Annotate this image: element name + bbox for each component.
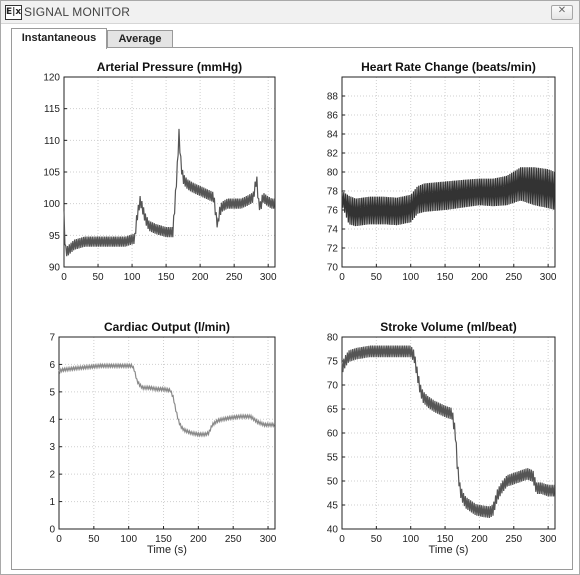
stroke-volume-plot-frame xyxy=(341,336,556,530)
stroke-volume-y-tick-label: 40 xyxy=(327,525,339,536)
window-title: SIGNAL MONITOR xyxy=(24,5,131,19)
heart-rate-change-y-tick-label: 88 xyxy=(327,92,339,103)
app-icon-text: E|x xyxy=(6,7,22,17)
arterial-pressure-y-tick-label: 95 xyxy=(49,231,61,242)
cardiac-output-chart: Cardiac Output (l/min)0 50 100 150 200 250 300… xyxy=(49,320,276,556)
app-icon: E|x xyxy=(5,5,22,20)
arterial-pressure-x-tick-label: 50 xyxy=(92,272,104,283)
stroke-volume-x-tick-label: 150 xyxy=(437,534,454,545)
arterial-pressure-x-tick-label: 300 xyxy=(260,272,277,283)
cardiac-output-x-tick-label: 150 xyxy=(155,534,172,545)
heart-rate-change-y-tick-label: 84 xyxy=(327,130,339,141)
arterial-pressure-y-tick-label: 120 xyxy=(43,73,60,84)
stroke-volume-y-tick-label: 50 xyxy=(327,477,339,488)
tab-instantaneous[interactable]: Instantaneous xyxy=(11,28,107,49)
heart-rate-change-y-tick-label: 74 xyxy=(327,225,339,236)
arterial-pressure-y-tick-label: 115 xyxy=(44,104,60,115)
cardiac-output-y-tick-label: 7 xyxy=(49,333,55,344)
stroke-volume-x-tick-label: 0 xyxy=(339,534,345,545)
stroke-volume-y-tick-label: 45 xyxy=(327,501,339,512)
stroke-volume-x-tick-label: 250 xyxy=(505,534,522,545)
arterial-pressure-x-tick-label: 150 xyxy=(158,272,175,283)
charts-canvas: Arterial Pressure (mmHg)0 50 100 150 200 250 3… xyxy=(43,60,557,556)
stroke-volume-chart: Stroke Volume (ml/beat) 0 50 100 150 200 250 30… xyxy=(327,320,557,556)
stroke-volume-title: Stroke Volume (ml/beat) xyxy=(380,320,516,334)
cardiac-output-x-axis-label: Time (s) xyxy=(147,544,187,556)
heart-rate-change-x-tick-label: 0 xyxy=(339,272,345,283)
stroke-volume-x-tick-label: 100 xyxy=(402,534,419,545)
cardiac-output-x-tick-label: 300 xyxy=(260,534,277,545)
arterial-pressure-x-tick-label: 250 xyxy=(226,272,243,283)
heart-rate-change-y-tick-label: 78 xyxy=(327,187,339,198)
cardiac-output-y-tick-label: 4 xyxy=(49,415,55,426)
arterial-pressure-x-tick-label: 200 xyxy=(192,272,209,283)
close-button[interactable]: ✕ xyxy=(551,5,573,20)
arterial-pressure-y-tick-label: 110 xyxy=(44,136,60,147)
stroke-volume-y-tick-label: 60 xyxy=(327,429,339,440)
stroke-volume-x-axis-label: Time (s) xyxy=(429,544,469,556)
cardiac-output-plot-frame xyxy=(58,336,276,530)
stroke-volume-x-tick-label: 50 xyxy=(371,534,383,545)
heart-rate-change-y-tick-label: 86 xyxy=(327,111,339,122)
heart-rate-change-chart: Heart Rate Change (beats/min) 0 50 100 150 20… xyxy=(327,60,557,283)
heart-rate-change-y-tick-label: 70 xyxy=(327,263,339,274)
charts-panel: Arterial Pressure (mmHg) 0 50 100 150 200 250 3… xyxy=(11,47,573,570)
stroke-volume-x-tick-label: 200 xyxy=(471,534,488,545)
arterial-pressure-y-tick-label: 90 xyxy=(49,263,61,274)
close-icon: ✕ xyxy=(557,5,567,16)
arterial-pressure-x-tick-label: 100 xyxy=(124,272,141,283)
cardiac-output-y-tick-label: 1 xyxy=(49,497,55,508)
stroke-volume-series-line xyxy=(341,345,556,518)
arterial-pressure-y-tick-label: 105 xyxy=(43,168,60,179)
heart-rate-change-x-tick-label: 50 xyxy=(371,272,383,283)
cardiac-output-y-tick-label: 2 xyxy=(49,470,55,481)
heart-rate-change-x-tick-label: 200 xyxy=(471,272,488,283)
heart-rate-change-x-tick-label: 150 xyxy=(437,272,454,283)
arterial-pressure-title: Arterial Pressure (mmHg) xyxy=(97,60,242,74)
arterial-pressure-y-tick-label: 100 xyxy=(43,199,60,210)
heart-rate-change-x-tick-label: 250 xyxy=(505,272,522,283)
heart-rate-change-title: Heart Rate Change (beats/min) xyxy=(361,60,536,74)
arterial-pressure-series-line xyxy=(63,128,276,257)
heart-rate-change-x-tick-label: 300 xyxy=(540,272,557,283)
cardiac-output-x-tick-label: 250 xyxy=(225,534,242,545)
heart-rate-change-series-line xyxy=(341,167,556,227)
title-bar: E|x SIGNAL MONITOR ✕ xyxy=(1,1,579,24)
heart-rate-change-y-tick-label: 76 xyxy=(327,206,339,217)
cardiac-output-y-tick-label: 6 xyxy=(49,360,55,371)
stroke-volume-y-tick-label: 80 xyxy=(327,333,339,344)
stroke-volume-y-tick-label: 70 xyxy=(327,381,339,392)
stroke-volume-y-tick-label: 65 xyxy=(327,405,339,416)
stroke-volume-y-tick-label: 75 xyxy=(327,357,339,368)
heart-rate-change-y-tick-label: 82 xyxy=(327,149,339,160)
cardiac-output-y-tick-label: 3 xyxy=(49,442,55,453)
arterial-pressure-chart: Arterial Pressure (mmHg) 0 50 100 150 200 250 3… xyxy=(43,60,277,283)
cardiac-output-y-tick-label: 5 xyxy=(49,387,55,398)
cardiac-output-x-tick-label: 0 xyxy=(56,534,62,545)
tab-average[interactable]: Average xyxy=(107,30,173,47)
cardiac-output-y-tick-label: 0 xyxy=(49,525,55,536)
stroke-volume-x-tick-label: 300 xyxy=(540,534,557,545)
cardiac-output-x-tick-label: 50 xyxy=(88,534,100,545)
stroke-volume-y-tick-label: 55 xyxy=(327,453,339,464)
cardiac-output-x-tick-label: 100 xyxy=(120,534,137,545)
heart-rate-change-x-tick-label: 100 xyxy=(402,272,419,283)
cardiac-output-series-line xyxy=(58,362,276,438)
heart-rate-change-y-tick-label: 80 xyxy=(327,168,339,179)
heart-rate-change-y-tick-label: 72 xyxy=(327,244,339,255)
arterial-pressure-x-tick-label: 0 xyxy=(61,272,67,283)
cardiac-output-x-tick-label: 200 xyxy=(190,534,207,545)
cardiac-output-title: Cardiac Output (l/min) xyxy=(104,320,230,334)
